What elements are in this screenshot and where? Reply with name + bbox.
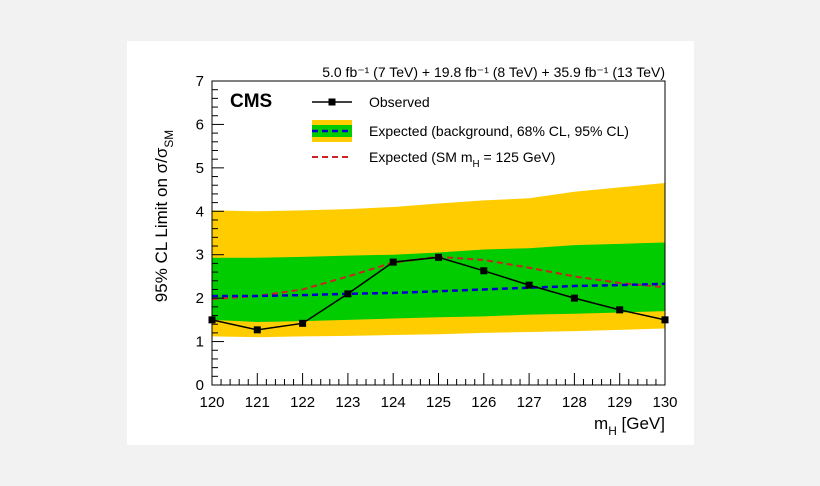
x-tick-label: 120: [199, 394, 224, 411]
observed-point: [299, 319, 307, 327]
y-tick-label: 0: [196, 377, 204, 394]
y-tick-label: 5: [196, 160, 204, 177]
x-tick-label: 126: [471, 394, 496, 411]
y-tick-label: 3: [196, 247, 204, 264]
series-line-expected-bkg: [212, 282, 666, 298]
x-tick-label: 130: [652, 394, 677, 411]
luminosity-header: 5.0 fb⁻¹ (7 TeV) + 19.8 fb⁻¹ (8 TeV) + 3…: [322, 64, 665, 80]
observed-point: [480, 267, 488, 275]
legend-label-expected-sm: Expected (SM mH = 125 GeV): [369, 149, 555, 170]
x-tick-label: 121: [245, 394, 270, 411]
chart-figure: 120 121 122 123 124 125 126 127 128 129 130 0 1 2 3 4 5 6…: [127, 41, 694, 445]
limit-chart: 120 121 122 123 124 125 126 127 128 129 1300123456…: [152, 64, 678, 438]
y-tick-label: 4: [196, 203, 204, 220]
x-tick-label: 127: [517, 394, 542, 411]
observed-point: [435, 253, 442, 261]
observed-point: [616, 306, 624, 314]
x-tick-label: 129: [607, 394, 632, 411]
observed-point: [525, 281, 533, 289]
x-axis-title: mH [GeV]: [594, 414, 665, 438]
legend: Observed Expected (background, 68% CL, 9…: [312, 94, 629, 170]
observed-point: [389, 258, 397, 266]
x-tick-label: 128: [562, 394, 587, 411]
cms-label: CMS: [230, 91, 272, 112]
y-tick-label: 7: [196, 73, 204, 90]
x-tick-label: 122: [290, 394, 315, 411]
tick-labels-layer: 120 121 122 123 124 125 126 127 128 129 1300123456…: [196, 73, 678, 411]
band-68cl: [212, 242, 665, 323]
legend-observed-marker: [328, 98, 336, 106]
legend-label-expected-bkg: Expected (background, 68% CL, 95% CL): [369, 123, 629, 139]
y-tick-label: 2: [196, 290, 204, 307]
x-tick-label: 125: [426, 394, 451, 411]
x-tick-label: 123: [335, 394, 360, 411]
y-axis-title: 95% CL Limit on σ/σSM: [152, 130, 176, 302]
x-tick-label: 124: [381, 394, 406, 411]
y-tick-label: 6: [196, 116, 204, 133]
lines-layer: [208, 253, 669, 334]
y-tick-label: 1: [196, 334, 204, 351]
observed-point: [344, 290, 352, 298]
axes-layer: [211, 80, 666, 386]
observed-point: [253, 326, 261, 334]
legend-label-observed: Observed: [369, 94, 430, 110]
observed-point: [570, 294, 578, 302]
